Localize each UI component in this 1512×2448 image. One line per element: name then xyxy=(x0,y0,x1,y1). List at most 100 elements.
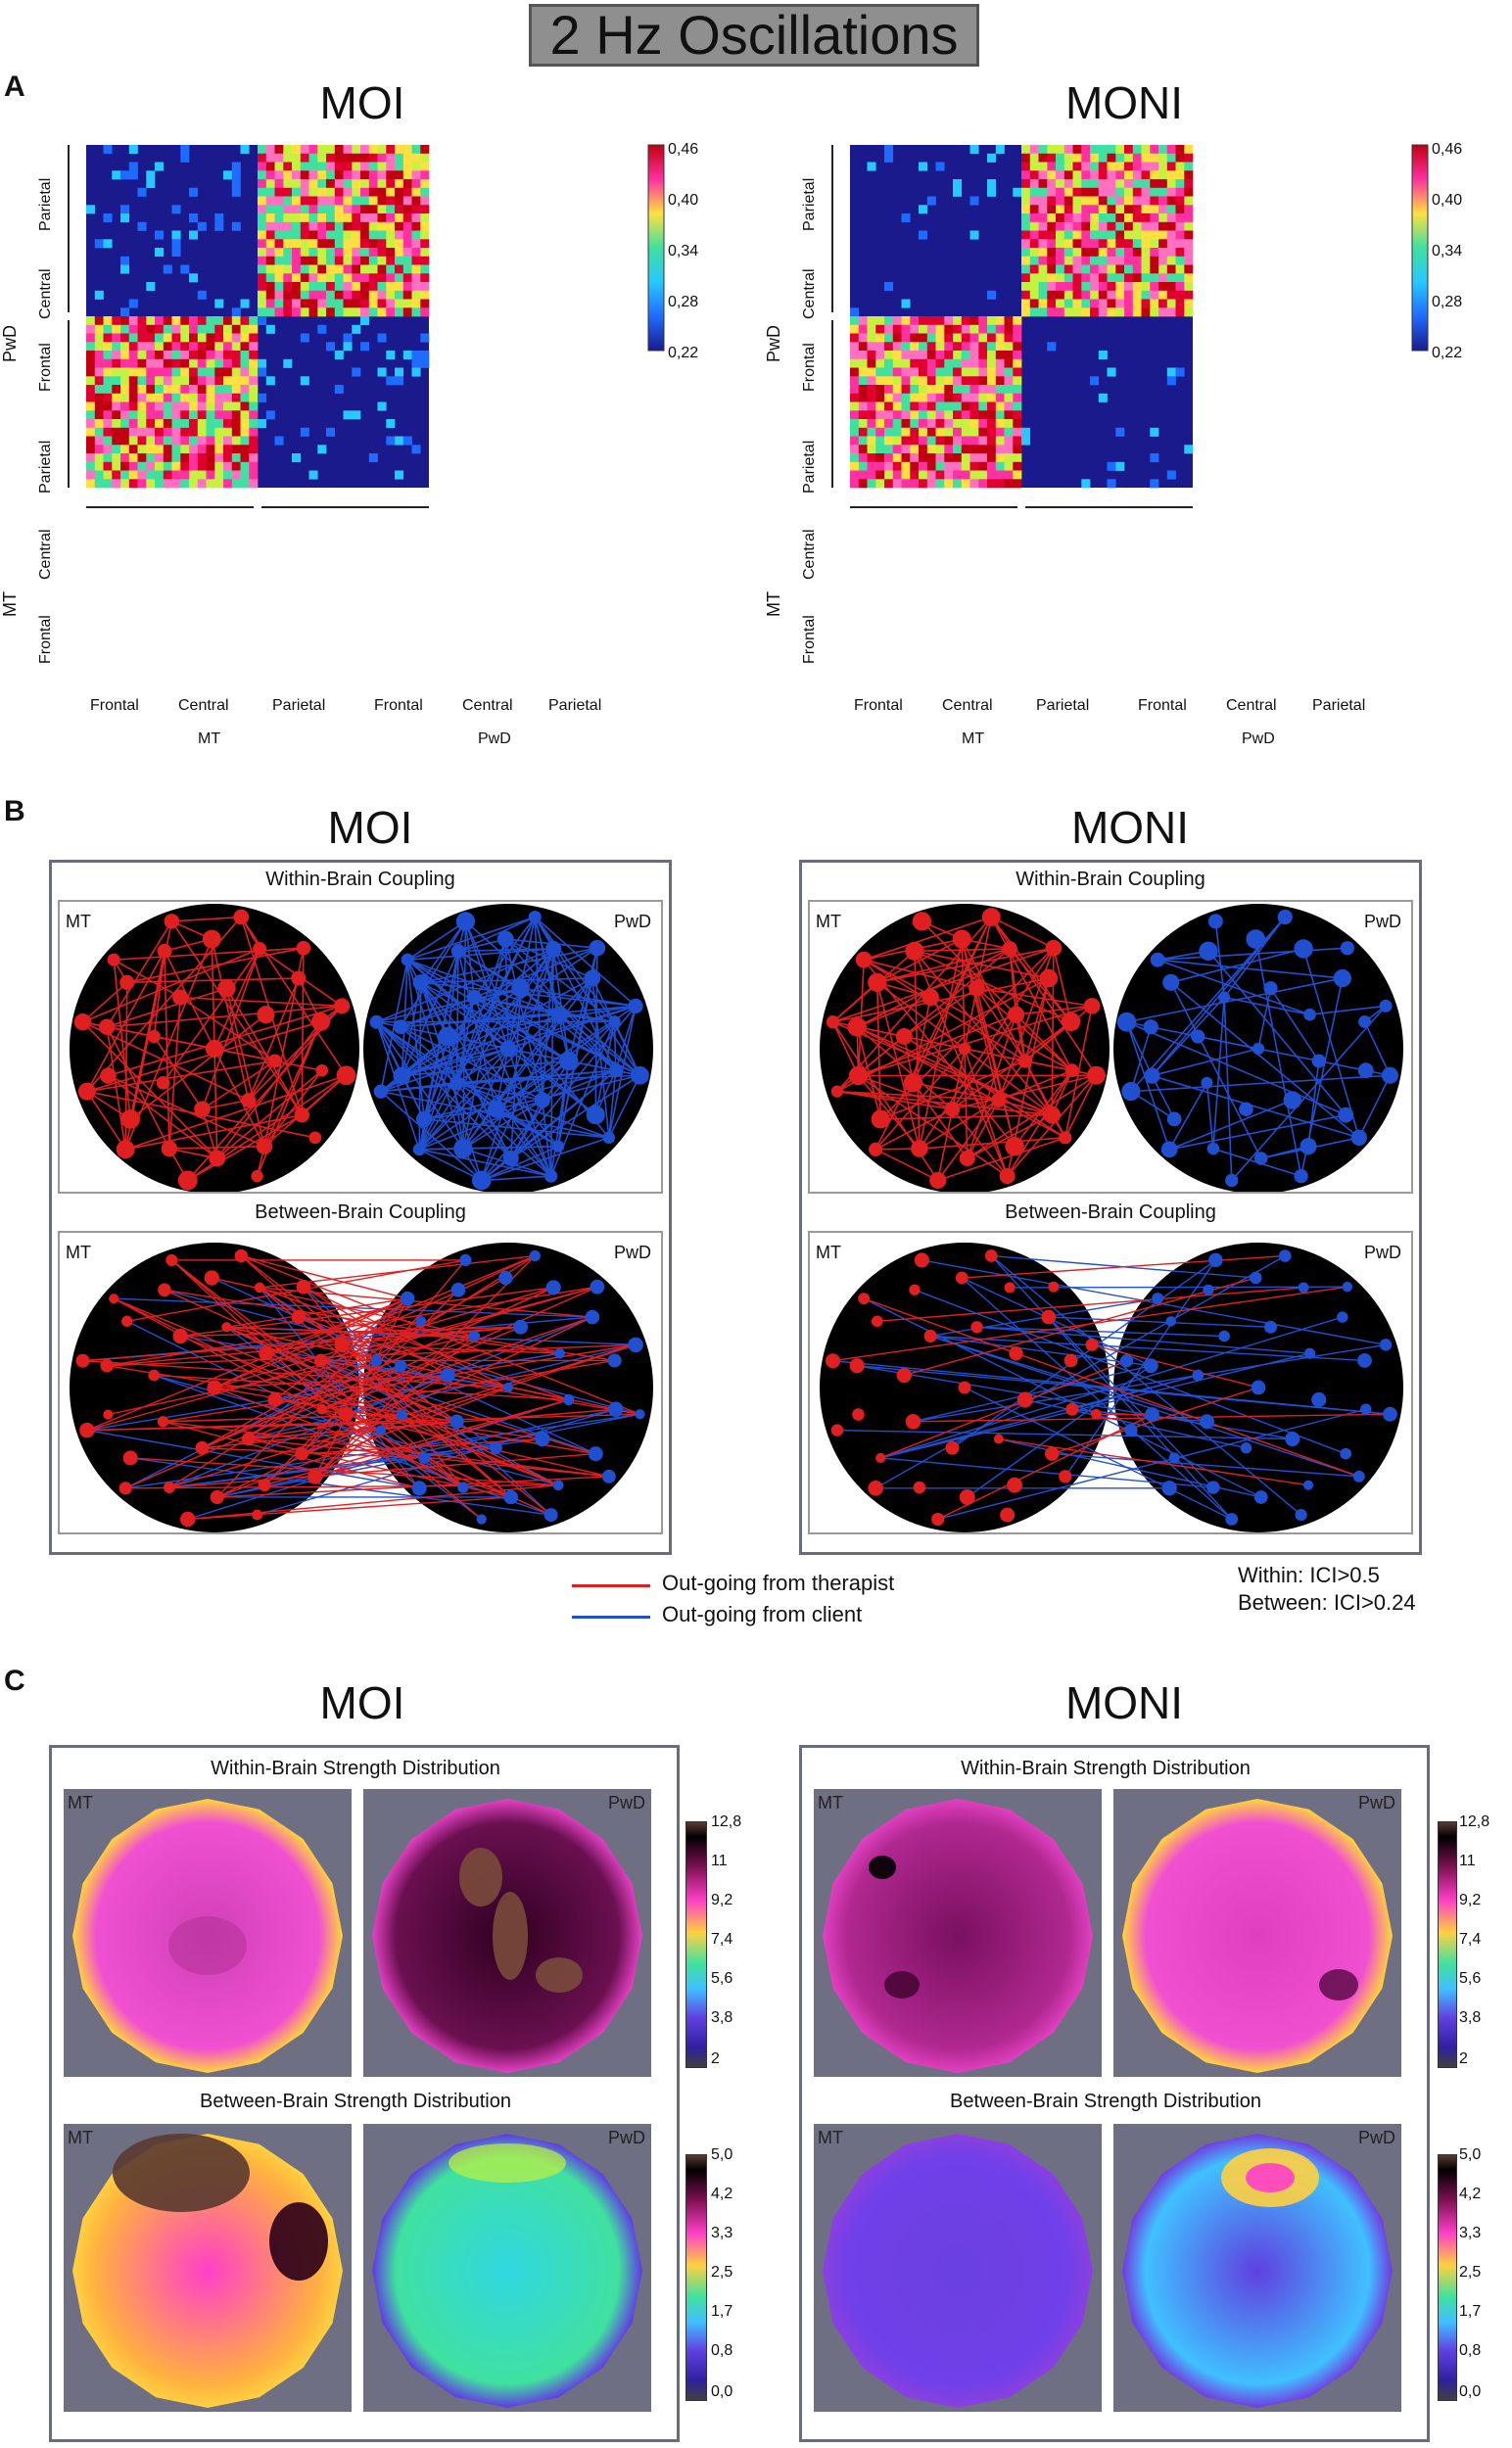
electrode-node xyxy=(1192,1369,1205,1382)
y-group-bottom-label: MT xyxy=(764,591,783,617)
panel-c-right-frame: Within-Brain Strength Distribution MT Pw… xyxy=(799,1745,1430,2442)
mt-label: MT xyxy=(68,2128,93,2147)
electrode-node xyxy=(588,1446,603,1462)
electrode-node xyxy=(416,1110,433,1128)
y-region-bottom-2: Central xyxy=(801,529,818,580)
x-region-left-1: Frontal xyxy=(854,697,903,714)
panel-letter-a: A xyxy=(4,71,25,103)
electrode-node xyxy=(119,974,135,990)
electrode-node xyxy=(487,1101,505,1118)
electrode-node xyxy=(120,1109,140,1129)
electrode-node xyxy=(267,1392,283,1407)
electrode-node xyxy=(1063,1353,1078,1368)
electrode-node xyxy=(217,979,236,998)
mt-label: MT xyxy=(66,1243,91,1262)
connectivity-matrix-moi xyxy=(68,144,665,508)
electrode-node xyxy=(1311,1054,1326,1068)
electrode-node xyxy=(1191,1029,1205,1044)
electrode-node xyxy=(1303,1347,1316,1359)
electrode-node xyxy=(1294,1168,1308,1184)
electrode-node xyxy=(459,1253,472,1267)
intensity-blob xyxy=(269,2202,328,2281)
y-region-bottom-1: Parietal xyxy=(801,440,818,494)
scalp-map xyxy=(823,2134,1093,2408)
electrode-node xyxy=(450,944,466,959)
y-region-top-1: Parietal xyxy=(37,177,54,231)
electrode-node xyxy=(1119,1354,1134,1368)
electrode-node xyxy=(1246,929,1266,949)
electrode-node xyxy=(991,1092,1007,1108)
electrode-node xyxy=(635,1409,645,1420)
electrode-node xyxy=(1208,1252,1223,1268)
electrode-node xyxy=(438,1026,458,1047)
client-line-swatch xyxy=(572,1616,650,1619)
electrode-node xyxy=(1381,1066,1399,1084)
colorbar-tick-1: 0,46 xyxy=(1432,141,1463,158)
colorbar-tick-3: 0,34 xyxy=(1432,243,1463,259)
electrode-node xyxy=(449,1414,464,1430)
colorbar-tick-3: 0,34 xyxy=(668,243,699,259)
electrode-node xyxy=(334,998,351,1014)
within-coupling-box: MT PwD xyxy=(808,900,1413,1194)
threshold-within: Within: ICI>0.5 xyxy=(1238,1563,1380,1587)
electrode-node xyxy=(535,1431,550,1447)
electrode-node xyxy=(1278,1249,1292,1262)
electrode-node xyxy=(440,1367,455,1384)
electrode-node xyxy=(1000,1507,1016,1523)
electrode-node xyxy=(450,1283,466,1297)
electrode-node xyxy=(855,951,873,968)
scalp-map xyxy=(823,1799,1093,2073)
electrode-node xyxy=(601,1469,616,1483)
electrode-node xyxy=(905,1414,921,1430)
electrode-node xyxy=(75,1353,90,1368)
pwd-label: PwD xyxy=(608,1793,646,1812)
x-region-right-2: Central xyxy=(462,697,513,714)
electrode-node xyxy=(466,989,482,1006)
y-group-top-label: PwD xyxy=(764,324,783,362)
electrode-node xyxy=(563,1393,575,1406)
topomap-within-pwd-moni xyxy=(1122,1799,1393,2073)
electrode-node xyxy=(307,1469,323,1484)
x-region-left-2: Central xyxy=(942,697,993,714)
electrode-node xyxy=(1263,981,1278,996)
intensity-blob xyxy=(884,1971,920,1999)
electrode-node xyxy=(1294,939,1313,959)
within-tick-4: 7,4 xyxy=(711,1931,733,1948)
colorbar-tick-2: 0,40 xyxy=(668,192,699,209)
electrode-node xyxy=(503,1489,518,1505)
electrode-node xyxy=(79,1422,95,1438)
electrode-node xyxy=(99,1018,116,1035)
within-tick-2: 11 xyxy=(1459,1853,1476,1869)
pwd-label: PwD xyxy=(614,1243,652,1262)
electrode-node xyxy=(858,1293,871,1305)
electrode-node xyxy=(1342,1281,1353,1293)
mt-label: MT xyxy=(818,1793,843,1812)
electrode-node xyxy=(418,1451,431,1464)
electrode-node xyxy=(1199,941,1218,962)
electrode-node xyxy=(981,908,1001,926)
between-tick-5: 1,7 xyxy=(1459,2303,1482,2320)
electrode-node xyxy=(958,1042,971,1056)
electrode-node xyxy=(172,1328,188,1344)
electrode-node xyxy=(1206,1142,1220,1155)
electrode-node xyxy=(499,1040,517,1058)
topo-within-pwd-box: PwD xyxy=(1113,1789,1401,2077)
electrode-node xyxy=(411,1481,427,1496)
between-coupling-box: MT PwD xyxy=(808,1231,1413,1534)
mt-label: MT xyxy=(68,1793,93,1812)
electrode-node xyxy=(1340,1447,1352,1460)
y-region-bottom-3: Frontal xyxy=(37,615,54,664)
electrode-node xyxy=(496,930,514,948)
electrode-node xyxy=(258,1479,271,1492)
electrode-node xyxy=(502,1150,519,1167)
electrode-node xyxy=(1358,1014,1371,1028)
electrode-node xyxy=(1002,941,1017,957)
electrode-node xyxy=(313,1353,328,1368)
electrode-node xyxy=(903,1073,923,1093)
electrode-node xyxy=(912,912,932,931)
electrode-node xyxy=(911,1140,928,1157)
electrode-node xyxy=(529,1249,541,1262)
electrode-node xyxy=(1218,1330,1230,1342)
y-region-top-2: Central xyxy=(801,268,818,319)
electrode-node xyxy=(871,1109,890,1129)
